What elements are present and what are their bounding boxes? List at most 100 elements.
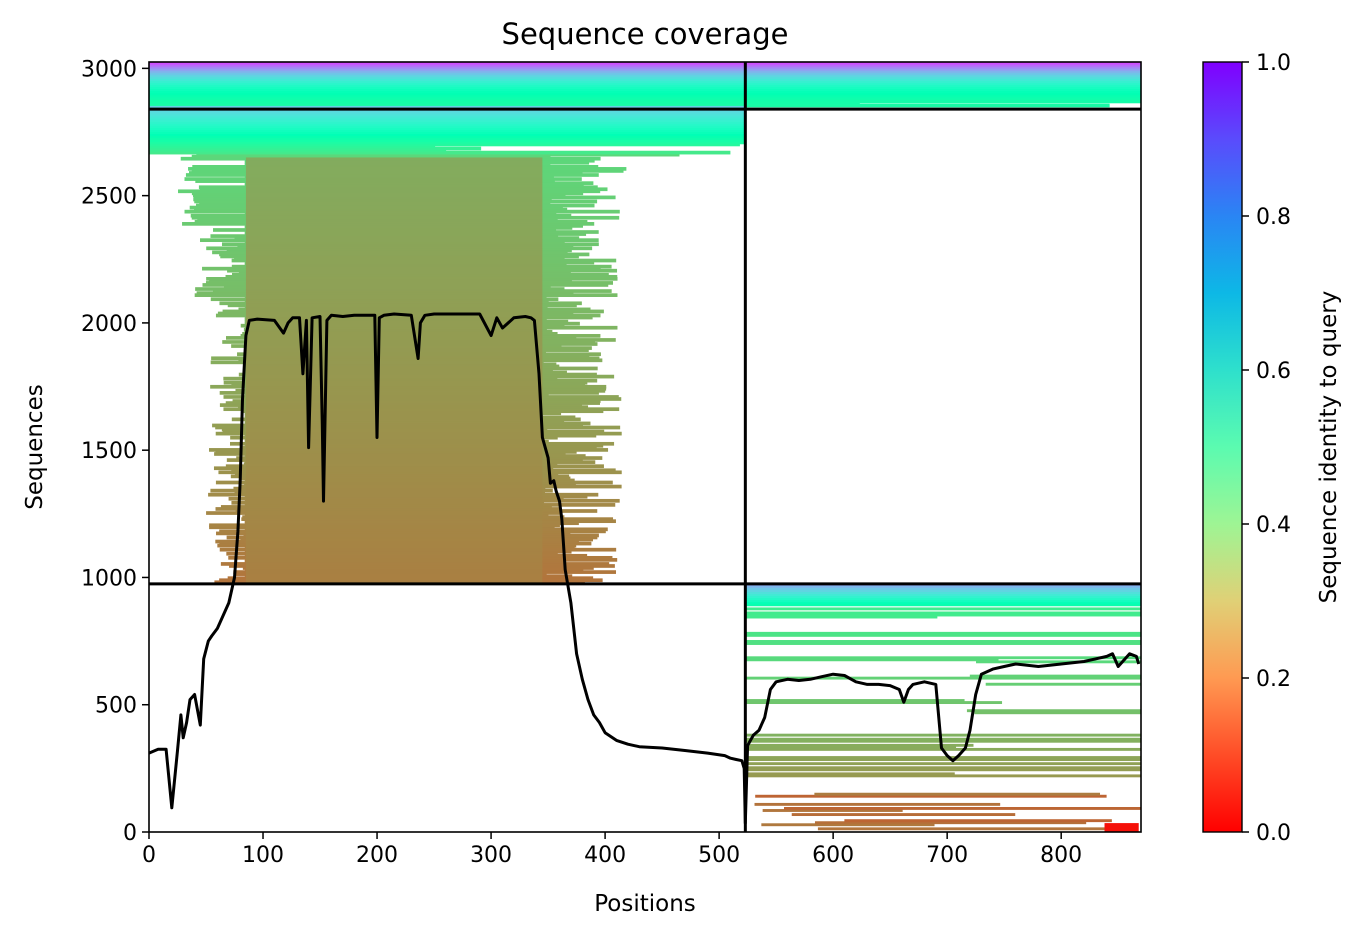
heatmap-row xyxy=(745,585,1141,588)
heatmap-row xyxy=(149,83,746,87)
heatmap-row xyxy=(149,144,436,149)
y-axis-ticks: 0 500 1000 1500 2000 2500 3000 xyxy=(81,57,149,846)
heatmap-row xyxy=(149,97,746,102)
heatmap-row xyxy=(814,792,1101,796)
heatmap-row xyxy=(745,768,1141,772)
heatmap-row xyxy=(745,766,1141,770)
heatmap-row xyxy=(149,101,746,106)
heatmap-row xyxy=(149,116,746,120)
coverage-heatmap xyxy=(149,62,1141,832)
heatmap-row xyxy=(745,73,1141,77)
heatmap-low-identity-patch xyxy=(1104,823,1139,832)
heatmap-row xyxy=(745,640,1141,643)
heatmap-row xyxy=(149,73,746,77)
heatmap-row xyxy=(745,613,1141,617)
heatmap-row xyxy=(149,71,746,75)
heatmap-row xyxy=(745,737,1141,741)
y-axis-label: Sequences xyxy=(22,384,48,509)
heatmap-row xyxy=(745,67,1141,71)
heatmap-row xyxy=(976,660,1141,664)
heatmap-row xyxy=(149,99,746,104)
heatmap-row xyxy=(149,122,746,126)
heatmap-row xyxy=(745,93,1141,98)
x-tick-label: 700 xyxy=(926,843,968,868)
x-tick-label: 100 xyxy=(242,843,284,868)
colorbar-tick-label: 0.6 xyxy=(1256,359,1291,384)
colorbar-tick-label: 1.0 xyxy=(1256,51,1291,76)
heatmap-row xyxy=(745,733,1141,737)
colorbar-label: Sequence identity to query xyxy=(1316,291,1342,604)
heatmap-row xyxy=(745,62,1141,67)
heatmap-row xyxy=(149,69,746,73)
heatmap-row xyxy=(149,110,746,114)
x-tick-label: 600 xyxy=(812,843,854,868)
heatmap-row xyxy=(149,124,746,128)
heatmap-row xyxy=(149,126,746,131)
heatmap-row xyxy=(149,89,746,94)
heatmap-row xyxy=(745,701,1003,705)
x-tick-label: 300 xyxy=(470,843,512,868)
heatmap-row xyxy=(745,699,965,702)
y-tick-label: 500 xyxy=(95,694,137,719)
heatmap-row xyxy=(196,152,680,157)
heatmap-row xyxy=(745,101,860,106)
heatmap-row xyxy=(745,676,1141,680)
heatmap-row xyxy=(149,148,447,153)
heatmap-row xyxy=(149,79,746,83)
heatmap-row xyxy=(745,595,1141,599)
heatmap-row xyxy=(149,120,746,124)
heatmap-row xyxy=(149,67,746,71)
heatmap-row xyxy=(149,95,746,100)
heatmap-row xyxy=(149,138,746,143)
heatmap-row xyxy=(149,103,746,108)
heatmap-row xyxy=(745,591,1141,595)
heatmap-row xyxy=(745,85,1141,90)
heatmap-row xyxy=(149,91,746,96)
heatmap-row xyxy=(745,91,1141,96)
heatmap-row xyxy=(149,130,746,135)
heatmap-row xyxy=(149,77,746,81)
heatmap-row xyxy=(745,97,1141,102)
x-axis-label: Positions xyxy=(594,891,696,917)
x-tick-label: 500 xyxy=(698,843,740,868)
heatmap-row xyxy=(745,83,1141,87)
heatmap-row xyxy=(149,112,746,116)
heatmap-row xyxy=(149,142,740,147)
chart-title: Sequence coverage xyxy=(502,17,789,51)
heatmap-row xyxy=(149,140,746,145)
heatmap-row xyxy=(745,103,1110,108)
heatmap-row xyxy=(745,772,955,776)
heatmap-row xyxy=(966,709,1141,713)
heatmap-row xyxy=(745,601,1141,605)
colorbar-tick-label: 0.0 xyxy=(1256,821,1291,846)
heatmap-row xyxy=(149,150,731,155)
heatmap-row xyxy=(745,71,1141,75)
heatmap-row xyxy=(149,146,482,151)
heatmap-row xyxy=(745,587,1141,590)
heatmap-row xyxy=(745,593,1141,597)
colorbar-tick-label: 0.2 xyxy=(1256,667,1291,692)
heatmap-row xyxy=(817,827,1135,831)
heatmap-row xyxy=(149,132,746,137)
heatmap-row xyxy=(149,87,746,92)
heatmap-row xyxy=(745,633,1141,637)
heatmap-row xyxy=(149,62,746,67)
heatmap-row xyxy=(745,611,1141,615)
heatmap-row xyxy=(149,128,746,133)
coverage-line-path xyxy=(149,312,1141,825)
heatmap-row xyxy=(745,99,1141,104)
heatmap-row xyxy=(745,597,1141,601)
x-tick-label: 400 xyxy=(584,843,626,868)
heatmap-row xyxy=(745,69,1141,73)
heatmap-row xyxy=(745,81,1141,85)
colorbar-ticks: 0.0 0.2 0.4 0.6 0.8 1.0 xyxy=(1242,51,1291,846)
heatmap-row xyxy=(754,802,1001,806)
heatmap-row xyxy=(149,134,746,139)
heatmap-row xyxy=(755,794,1107,798)
y-tick-label: 1000 xyxy=(81,566,137,591)
x-axis-ticks: 0 100 200 300 400 500 600 700 800 xyxy=(142,832,1082,868)
heatmap-row xyxy=(149,85,746,90)
heatmap-row xyxy=(745,656,1141,660)
heatmap-row xyxy=(985,682,1141,686)
heatmap-row xyxy=(745,62,1141,65)
